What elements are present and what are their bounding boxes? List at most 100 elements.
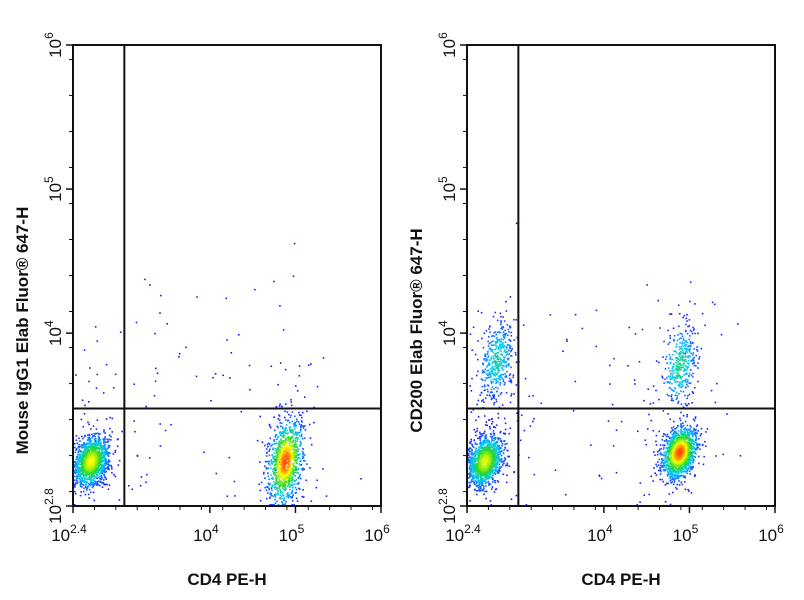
event-dot	[673, 471, 675, 473]
event-dot	[91, 458, 93, 461]
event-dot	[497, 481, 500, 483]
event-dot	[689, 453, 691, 456]
event-dot	[299, 488, 301, 490]
event-dot	[692, 329, 695, 331]
event-dot	[678, 353, 680, 355]
event-dot	[679, 375, 681, 378]
event-dot	[510, 355, 512, 357]
event-dot	[474, 455, 477, 457]
event-dot	[669, 313, 671, 315]
event-dot	[89, 475, 91, 478]
event-dot	[275, 488, 277, 491]
event-dot	[483, 358, 486, 361]
event-dot	[677, 473, 679, 475]
event-dot	[286, 411, 289, 413]
event-dot	[470, 457, 472, 459]
event-dot	[491, 369, 494, 371]
event-dot	[508, 374, 511, 377]
event-dot	[302, 455, 304, 458]
event-dot	[92, 471, 95, 473]
event-dot	[278, 415, 281, 417]
event-dot	[87, 469, 90, 471]
event-dot	[504, 373, 506, 375]
event-dot	[265, 467, 268, 469]
event-dot	[475, 476, 478, 479]
event-dot	[103, 460, 106, 462]
event-dot	[468, 450, 471, 452]
event-dot	[669, 473, 671, 475]
event-dot	[492, 430, 495, 432]
event-dot	[105, 467, 107, 470]
event-dot	[93, 451, 95, 453]
event-dot	[279, 482, 282, 485]
event-dot	[497, 347, 500, 350]
event-dot	[487, 445, 489, 447]
event-dot	[679, 347, 682, 350]
event-dot	[694, 417, 697, 419]
event-dot	[476, 427, 478, 430]
event-dot	[279, 494, 282, 496]
event-dot	[489, 500, 492, 502]
event-dot	[290, 414, 292, 417]
event-dot	[131, 488, 133, 491]
event-dot	[284, 483, 287, 486]
event-dot	[287, 471, 289, 473]
event-dot	[286, 450, 288, 453]
event-dot	[507, 365, 510, 367]
event-dot	[702, 463, 705, 466]
event-dot	[663, 465, 665, 468]
event-dot	[282, 483, 285, 485]
event-dot	[275, 466, 277, 469]
event-dot	[85, 486, 87, 489]
event-dot	[512, 374, 515, 376]
event-dot	[490, 356, 493, 359]
event-dot	[655, 474, 658, 476]
event-dot	[283, 461, 286, 464]
event-dot	[682, 465, 685, 468]
event-dot	[685, 330, 687, 333]
event-dot	[77, 454, 79, 456]
event-dot	[501, 461, 503, 463]
event-dot	[85, 470, 88, 473]
event-dot	[497, 367, 499, 370]
event-dot	[286, 493, 288, 495]
event-dot	[291, 489, 294, 492]
event-dot	[76, 479, 78, 482]
event-dot	[306, 463, 308, 465]
event-dot	[282, 440, 285, 442]
event-dot	[659, 469, 662, 471]
event-dot	[483, 430, 486, 433]
event-dot	[301, 425, 304, 427]
event-dot	[294, 437, 296, 440]
event-dot	[280, 458, 283, 460]
event-dot	[505, 364, 508, 366]
event-dot	[678, 484, 681, 486]
event-dot	[282, 329, 285, 331]
event-dot	[494, 369, 496, 371]
event-dot	[590, 444, 592, 446]
event-dot	[82, 472, 85, 474]
event-dot	[240, 410, 243, 413]
event-dot	[691, 442, 693, 445]
event-dot	[680, 386, 682, 389]
event-dot	[300, 435, 303, 438]
event-dot	[500, 347, 503, 349]
event-dot	[88, 439, 90, 442]
event-dot	[676, 468, 679, 470]
event-dot	[677, 369, 680, 371]
event-dot	[281, 473, 284, 475]
event-dot	[76, 461, 79, 463]
event-dot	[104, 450, 106, 453]
event-dot	[609, 383, 611, 385]
event-dot	[282, 470, 285, 473]
event-dot	[691, 431, 693, 434]
event-dot	[488, 371, 491, 373]
event-dot	[684, 434, 686, 437]
event-dot	[469, 476, 471, 478]
event-dot	[107, 461, 110, 464]
event-dot	[500, 454, 503, 457]
event-dot	[81, 454, 84, 457]
event-dot	[506, 462, 509, 465]
event-dot	[294, 466, 297, 469]
event-dot	[299, 429, 302, 432]
